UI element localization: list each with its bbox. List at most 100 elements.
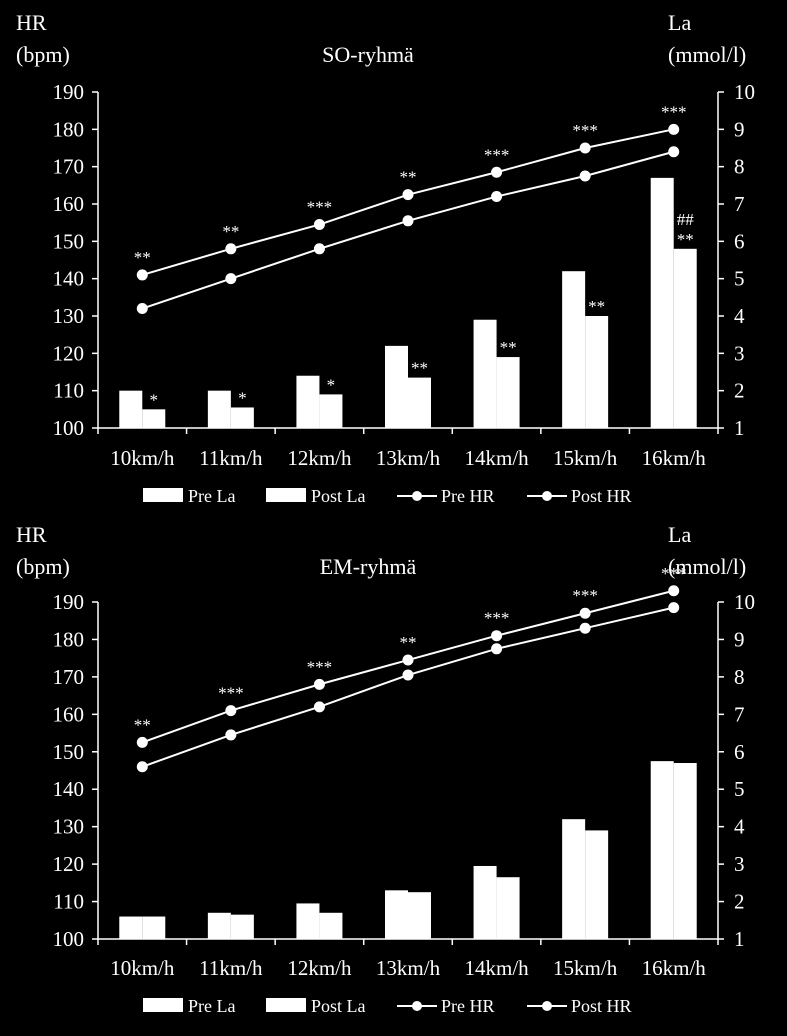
legend-label: Post HR [571, 486, 632, 506]
legend-swatch [143, 488, 183, 502]
point-post-hr [313, 219, 325, 231]
point-post-hr [668, 585, 680, 597]
x-tick-label: 13km/h [376, 446, 441, 470]
bar-post-la [408, 892, 431, 939]
bar-annotation: ** [500, 338, 517, 357]
point-pre-hr [402, 669, 414, 681]
bar-annotation: ** [411, 359, 428, 378]
point-pre-hr [402, 215, 414, 227]
legend-swatch [266, 998, 306, 1012]
y-left-tick-label: 140 [53, 777, 85, 801]
chart-panel-1: HR(bpm) SO-ryhmäLa(mmol/l)100110120130140… [16, 10, 755, 506]
y-right-tick-label: 3 [734, 341, 745, 365]
line-annotation: *** [218, 684, 244, 703]
x-tick-label: 11km/h [199, 956, 263, 980]
point-pre-hr [313, 243, 325, 255]
point-pre-hr [491, 643, 503, 655]
line-annotation: *** [307, 198, 333, 217]
bar-post-la [585, 830, 609, 939]
y-left-tick-label: 120 [53, 341, 85, 365]
point-post-hr [579, 142, 591, 154]
legend-label: Post La [311, 996, 366, 1016]
y-right-tick-label: 4 [734, 815, 745, 839]
point-pre-hr [668, 602, 680, 614]
y-left-tick-label: 140 [53, 267, 85, 291]
y-right-tick-label: 2 [734, 890, 745, 914]
point-pre-hr [579, 170, 591, 182]
bar-pre-la [207, 912, 231, 939]
legend-label: Post HR [571, 996, 632, 1016]
point-pre-hr [491, 191, 503, 203]
point-post-hr [491, 166, 503, 178]
y-left-label-line2: (bpm) [16, 554, 70, 579]
line-annotation: *** [572, 121, 598, 140]
y-left-tick-label: 180 [53, 117, 85, 141]
x-tick-label: 10km/h [110, 446, 175, 470]
legend-marker [542, 1001, 552, 1011]
bar-annotation: ** [588, 297, 605, 316]
line-annotation: ** [134, 715, 151, 734]
y-left-tick-label: 190 [53, 590, 85, 614]
y-left-tick-label: 110 [53, 379, 84, 403]
x-tick-label: 14km/h [464, 956, 529, 980]
point-post-hr [225, 243, 237, 255]
y-right-tick-label: 5 [734, 777, 745, 801]
point-post-hr [579, 607, 591, 619]
legend-swatch [266, 488, 306, 502]
y-left-tick-label: 120 [53, 852, 85, 876]
y-right-tick-label: 4 [734, 304, 745, 328]
y-left-tick-label: 150 [53, 229, 85, 253]
line-annotation: *** [307, 657, 333, 676]
y-left-tick-label: 150 [53, 740, 85, 764]
y-left-tick-label: 130 [53, 304, 85, 328]
bar-pre-la [119, 390, 143, 428]
chart-title: SO-ryhmä [322, 42, 414, 67]
legend-label: Pre HR [441, 486, 495, 506]
y-right-label-line2: (mmol/l) [668, 554, 746, 579]
line-post-hr [142, 128, 674, 276]
y-left-tick-label: 170 [53, 155, 85, 179]
y-right-label-line2: (mmol/l) [668, 42, 746, 67]
bar-pre-la [473, 865, 497, 939]
line-annotation: ** [400, 168, 417, 187]
y-right-tick-label: 10 [734, 590, 755, 614]
bar-post-la [230, 914, 254, 939]
y-right-tick-label: 10 [734, 80, 755, 104]
legend-marker [412, 1001, 422, 1011]
bar-post-la [319, 394, 343, 428]
y-right-tick-label: 6 [734, 740, 745, 764]
bar-post-la [142, 409, 166, 428]
bar-pre-la [650, 761, 674, 939]
y-left-label-line1: HR [16, 10, 47, 35]
y-right-label-line1: La [668, 522, 691, 547]
bar-post-la [408, 377, 431, 428]
point-pre-hr [579, 622, 591, 634]
line-annotation: ** [222, 222, 239, 241]
line-annotation: *** [572, 586, 598, 605]
point-post-hr [225, 705, 237, 717]
y-right-tick-label: 5 [734, 267, 745, 291]
x-tick-label: 12km/h [287, 956, 352, 980]
x-tick-label: 14km/h [464, 446, 529, 470]
y-right-tick-label: 1 [734, 927, 745, 951]
legend-swatch [143, 998, 183, 1012]
chart-title: EM-ryhmä [320, 554, 417, 579]
line-annotation: ** [134, 248, 151, 267]
bar-pre-la [562, 271, 586, 428]
point-pre-hr [136, 303, 148, 315]
y-left-tick-label: 180 [53, 627, 85, 651]
y-left-tick-label: 160 [53, 702, 85, 726]
x-tick-label: 16km/h [642, 446, 707, 470]
point-post-hr [136, 269, 148, 281]
line-annotation: *** [484, 609, 510, 628]
bar-annotation: * [150, 390, 159, 409]
y-left-label-line2: (bpm) [16, 42, 70, 67]
line-annotation: ** [400, 633, 417, 652]
x-tick-label: 13km/h [376, 956, 441, 980]
bar-post-la [673, 248, 697, 428]
bar-post-la [142, 916, 166, 939]
point-pre-hr [225, 729, 237, 741]
y-left-label-line1: HR [16, 522, 47, 547]
bar-post-la [673, 763, 697, 939]
point-pre-hr [668, 146, 680, 158]
